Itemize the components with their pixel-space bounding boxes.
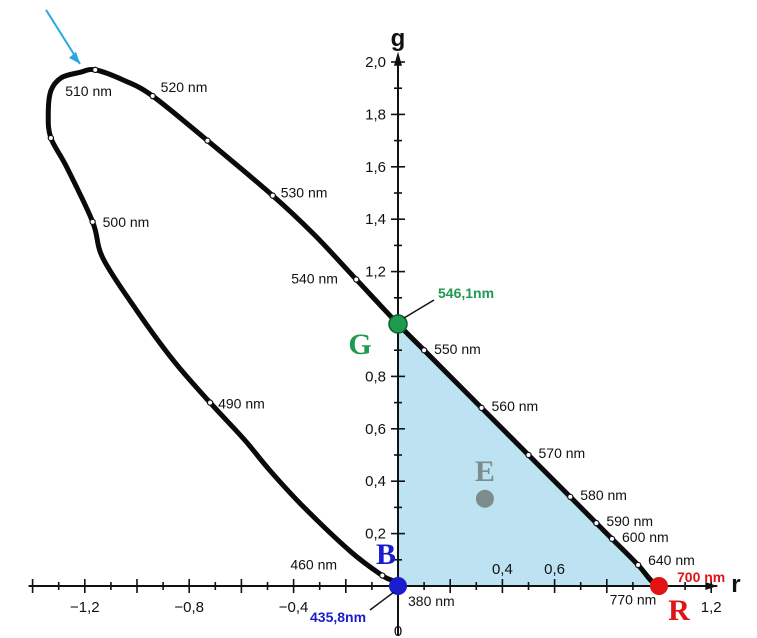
- locus-marker: [270, 193, 275, 198]
- locus-marker: [150, 93, 155, 98]
- x-tick-label: −1,2: [70, 599, 100, 616]
- y-axis-title: g: [391, 25, 406, 52]
- wavelength-label: 540 nm: [291, 270, 338, 286]
- wavelength-label: 520 nm: [161, 79, 208, 95]
- wavelength-label: 500 nm: [103, 214, 150, 230]
- primary-r-wavelength: 700 nm: [677, 569, 725, 585]
- wavelength-label: 490 nm: [218, 396, 265, 412]
- y-tick-label: 0,4: [365, 473, 386, 490]
- x-tick-label: 0,4: [492, 561, 513, 578]
- y-tick-label: 1,8: [365, 106, 386, 123]
- locus-marker: [207, 400, 212, 405]
- wavelength-label: 770 nm: [610, 592, 657, 608]
- wavelength-label: 580 nm: [580, 487, 627, 503]
- y-axis-arrowhead: [394, 52, 402, 66]
- y-tick-label: 2,0: [365, 54, 386, 71]
- locus-marker: [568, 494, 573, 499]
- x-axis-title: r: [731, 571, 740, 598]
- locus-marker: [594, 521, 599, 526]
- locus-marker: [422, 348, 427, 353]
- origin-label: 0: [394, 623, 402, 638]
- wavelength-label: 590 nm: [606, 513, 653, 529]
- locus-marker: [526, 452, 531, 457]
- pointer-arrow-head: [69, 52, 80, 64]
- y-tick-label: 1,4: [365, 211, 386, 228]
- x-tick-label: 0,6: [544, 561, 565, 578]
- wavelength-label: 550 nm: [434, 341, 481, 357]
- locus-marker: [93, 67, 98, 72]
- primary-b-marker: [389, 577, 407, 595]
- wavelength-label: 380 nm: [408, 593, 455, 609]
- x-tick-label: −0,8: [174, 599, 204, 616]
- primary-b-label: B: [376, 538, 396, 571]
- y-tick-label: 0,6: [365, 421, 386, 438]
- locus-marker: [636, 562, 641, 567]
- white-point-label: E: [475, 455, 495, 488]
- y-tick-label: 0,8: [365, 368, 386, 385]
- wavelength-label: 640 nm: [648, 552, 695, 568]
- locus-marker: [48, 135, 53, 140]
- wavelength-label: 460 nm: [290, 557, 337, 573]
- locus-marker: [609, 536, 614, 541]
- locus-marker: [205, 138, 210, 143]
- locus-marker: [354, 277, 359, 282]
- locus-marker: [479, 405, 484, 410]
- x-tick-label: 1,2: [701, 599, 722, 616]
- locus-marker: [380, 573, 385, 578]
- primary-b-wavelength: 435,8nm: [310, 609, 366, 625]
- wavelength-label: 530 nm: [281, 185, 328, 201]
- wavelength-label: 570 nm: [539, 445, 586, 461]
- wavelength-label: 510 nm: [65, 83, 112, 99]
- primary-g-wavelength: 546,1nm: [438, 285, 494, 301]
- wavelength-label: 560 nm: [492, 398, 539, 414]
- primary-g-leader: [404, 300, 434, 318]
- white-point-marker: [476, 490, 494, 508]
- primary-r-label: R: [668, 594, 690, 627]
- primary-b-leader: [370, 592, 394, 610]
- locus-marker: [90, 219, 95, 224]
- primary-g-label: G: [348, 328, 371, 361]
- wavelength-label: 600 nm: [622, 529, 669, 545]
- y-tick-label: 1,6: [365, 159, 386, 176]
- x-tick-label: −0,4: [279, 599, 309, 616]
- y-tick-label: 1,2: [365, 264, 386, 281]
- primary-r-marker: [650, 577, 668, 595]
